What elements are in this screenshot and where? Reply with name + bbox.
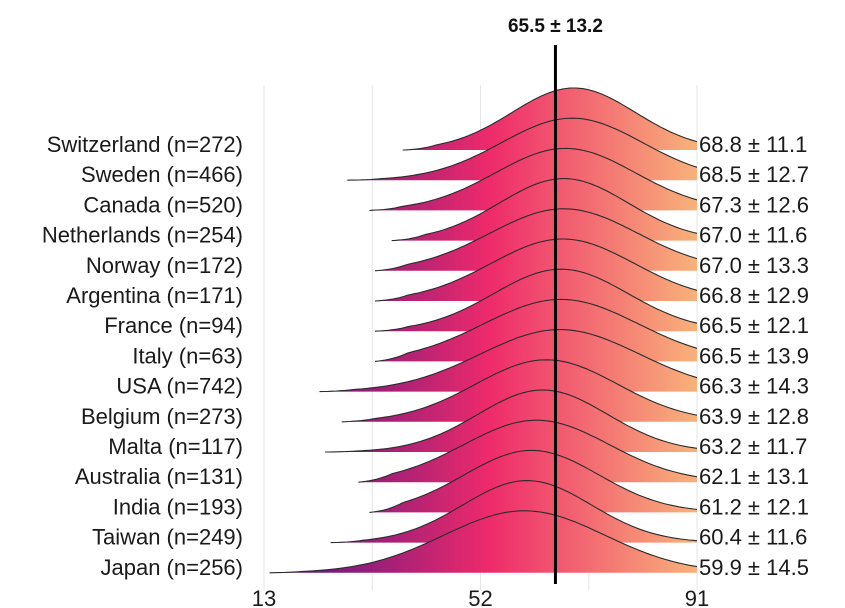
country-label-switzerland: Switzerland (n=272) (47, 132, 243, 157)
overall-mean-label: 65.5 ± 13.2 (508, 16, 603, 37)
stat-label-taiwan: 60.4 ± 11.6 (699, 525, 807, 550)
ridge-outline-malta (325, 389, 698, 453)
country-label-usa: USA (n=742) (116, 374, 243, 399)
stat-label-australia: 62.1 ± 13.1 (699, 464, 809, 489)
x-tick-52: 52 (468, 586, 492, 608)
ridge-outline-sweden (347, 117, 698, 181)
country-label-japan: Japan (n=256) (101, 555, 244, 580)
country-label-canada: Canada (n=520) (83, 192, 243, 217)
stat-label-argentina: 66.8 ± 12.9 (699, 283, 809, 308)
stat-label-norway: 67.0 ± 13.3 (699, 253, 809, 278)
country-label-netherlands: Netherlands (n=254) (42, 223, 243, 248)
country-label-france: France (n=94) (104, 313, 243, 338)
ridge-outline-india (369, 449, 698, 513)
stat-label-netherlands: 67.0 ± 11.6 (699, 223, 807, 248)
ridge-outline-argentina (374, 238, 698, 302)
stat-label-belgium: 63.9 ± 12.8 (699, 404, 809, 429)
stat-label-switzerland: 68.8 ± 11.1 (699, 132, 807, 157)
ridge-outline-japan (269, 510, 698, 574)
ridge-outline-france (374, 268, 698, 332)
ridge-outline-taiwan (330, 480, 698, 544)
country-label-belgium: Belgium (n=273) (81, 404, 243, 429)
x-tick-91: 91 (685, 586, 709, 608)
country-label-malta: Malta (n=117) (108, 434, 243, 459)
country-label-australia: Australia (n=131) (75, 464, 243, 489)
stat-label-sweden: 68.5 ± 12.7 (699, 162, 809, 187)
stat-label-france: 66.5 ± 12.1 (699, 313, 809, 338)
x-tick-13: 13 (252, 586, 276, 608)
ridge-outline-norway (374, 208, 698, 272)
country-label-india: India (n=193) (113, 494, 243, 519)
stat-labels: 68.8 ± 11.1 68.5 ± 12.7 67.3 ± 12.6 67.0 ± … (699, 132, 809, 580)
country-label-taiwan: Taiwan (n=249) (92, 525, 243, 550)
country-label-argentina: Argentina (n=171) (66, 283, 243, 308)
ridge-belgium (341, 359, 697, 422)
country-label-sweden: Sweden (n=466) (81, 162, 243, 187)
stat-label-canada: 67.3 ± 12.6 (699, 192, 809, 217)
stat-label-india: 61.2 ± 12.1 (699, 494, 809, 519)
stat-label-italy: 66.5 ± 13.9 (699, 343, 809, 368)
ridge-outline-netherlands (391, 178, 698, 242)
ridge-malta (325, 390, 697, 452)
ridge-outline-canada (369, 147, 698, 211)
country-label-norway: Norway (n=172) (86, 253, 243, 278)
stat-label-malta: 63.2 ± 11.7 (699, 434, 807, 459)
ridge-outline-usa (319, 329, 698, 393)
ridge-japan (269, 510, 697, 573)
ridge-outline-australia (358, 419, 698, 483)
ridges (269, 87, 698, 574)
ridge-outline-switzerland (402, 87, 698, 151)
x-axis-ticks: 13 52 91 (252, 586, 709, 608)
ridge-outline-belgium (341, 359, 698, 423)
ridge-outline-italy (374, 298, 698, 362)
stat-label-usa: 66.3 ± 14.3 (699, 374, 809, 399)
country-label-italy: Italy (n=63) (132, 343, 243, 368)
stat-label-japan: 59.9 ± 14.5 (699, 555, 809, 580)
country-labels: Switzerland (n=272) Sweden (n=466) Canada … (42, 132, 243, 580)
